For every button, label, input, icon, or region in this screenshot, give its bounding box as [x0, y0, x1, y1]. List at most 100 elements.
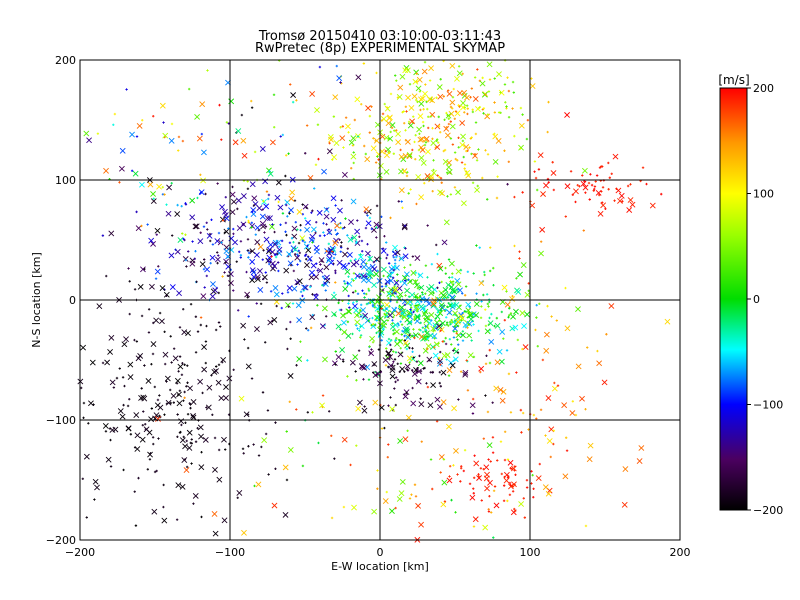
data-point-plus [217, 291, 220, 295]
data-point-plus [250, 99, 253, 103]
data-point-plus [410, 493, 413, 496]
data-point-plus [241, 223, 245, 226]
data-point-plus [409, 306, 413, 309]
data-point-plus [523, 516, 527, 519]
data-point-plus [190, 438, 193, 441]
data-point-plus [385, 311, 389, 315]
data-point-plus [447, 258, 451, 261]
data-point-plus [389, 92, 393, 96]
data-point-x [127, 361, 134, 368]
data-point-plus [453, 186, 457, 189]
data-point-x [129, 131, 135, 138]
data-point-plus [407, 120, 411, 124]
data-point-plus [163, 413, 166, 416]
data-point-plus [375, 226, 378, 229]
data-point-x [214, 256, 221, 263]
data-point-plus [332, 115, 336, 118]
data-point-x [353, 307, 359, 314]
data-point-plus [200, 132, 204, 136]
data-point-plus [385, 490, 388, 494]
data-point-plus [464, 285, 468, 288]
data-point-plus [422, 124, 425, 128]
data-point-x [622, 466, 629, 473]
data-point-x [350, 261, 357, 268]
data-point-plus [427, 359, 431, 362]
data-point-plus [377, 158, 380, 161]
data-point-plus [260, 445, 263, 449]
data-point-plus [578, 185, 581, 188]
data-point-plus [184, 233, 187, 236]
data-point-plus [199, 316, 203, 319]
data-point-x [545, 395, 552, 401]
data-point-plus [472, 272, 475, 275]
data-point-plus [525, 479, 529, 482]
data-point-plus [358, 235, 361, 238]
data-point-plus [409, 310, 412, 313]
data-point-plus [477, 475, 480, 478]
data-point-plus [327, 228, 331, 231]
data-point-plus [263, 341, 267, 344]
data-point-x [377, 331, 384, 338]
data-point-x [182, 443, 188, 450]
data-point-x [145, 378, 152, 384]
data-point-plus [309, 326, 313, 330]
data-point-plus [472, 487, 475, 490]
data-point-plus [334, 253, 337, 256]
data-point-plus [415, 80, 419, 83]
data-point-x [367, 298, 374, 305]
data-point-plus [452, 464, 455, 467]
data-point-x [287, 447, 294, 453]
data-point-x [420, 160, 427, 166]
data-point-plus [156, 398, 160, 402]
data-point-plus [370, 348, 373, 351]
data-point-plus [438, 281, 441, 285]
data-point-plus [407, 192, 410, 195]
data-point-plus [445, 358, 448, 361]
data-point-x [200, 293, 207, 300]
data-point-x [197, 238, 204, 245]
data-point-plus [456, 338, 459, 341]
data-point-plus [474, 121, 478, 124]
data-point-plus [586, 346, 589, 349]
data-point-plus [324, 289, 327, 292]
data-point-plus [381, 288, 385, 292]
data-point-x [456, 70, 463, 77]
data-point-x [265, 248, 272, 255]
data-point-plus [245, 270, 248, 274]
data-point-plus [170, 234, 174, 237]
data-point-plus [408, 361, 411, 364]
data-point-x [360, 277, 367, 283]
data-point-x [418, 521, 425, 528]
data-point-x [398, 153, 405, 160]
data-point-plus [264, 225, 268, 228]
data-point-x [277, 204, 284, 211]
data-point-x [295, 302, 302, 309]
data-point-x [250, 269, 257, 276]
data-point-x [484, 328, 491, 335]
data-point-plus [305, 206, 308, 210]
data-point-plus [310, 211, 313, 214]
data-point-x [612, 153, 619, 160]
data-point-plus [181, 232, 184, 235]
data-point-plus [515, 277, 518, 280]
data-point-plus [423, 143, 427, 147]
data-point-x [216, 476, 223, 483]
data-point-plus [364, 275, 368, 278]
data-point-x [551, 385, 558, 392]
data-point-plus [432, 159, 435, 162]
data-point-x [108, 230, 115, 237]
data-point-plus [133, 288, 137, 291]
data-point-x [211, 368, 218, 375]
data-point-plus [339, 81, 342, 84]
data-point-plus [203, 286, 206, 289]
data-point-plus [155, 469, 158, 473]
data-point-x [464, 170, 471, 176]
data-point-x [412, 279, 419, 286]
data-point-x [259, 213, 266, 220]
data-point-x [108, 334, 115, 341]
data-point-plus [455, 288, 459, 292]
data-point-plus [250, 221, 254, 225]
data-point-plus [327, 242, 331, 246]
data-point-plus [495, 196, 499, 200]
